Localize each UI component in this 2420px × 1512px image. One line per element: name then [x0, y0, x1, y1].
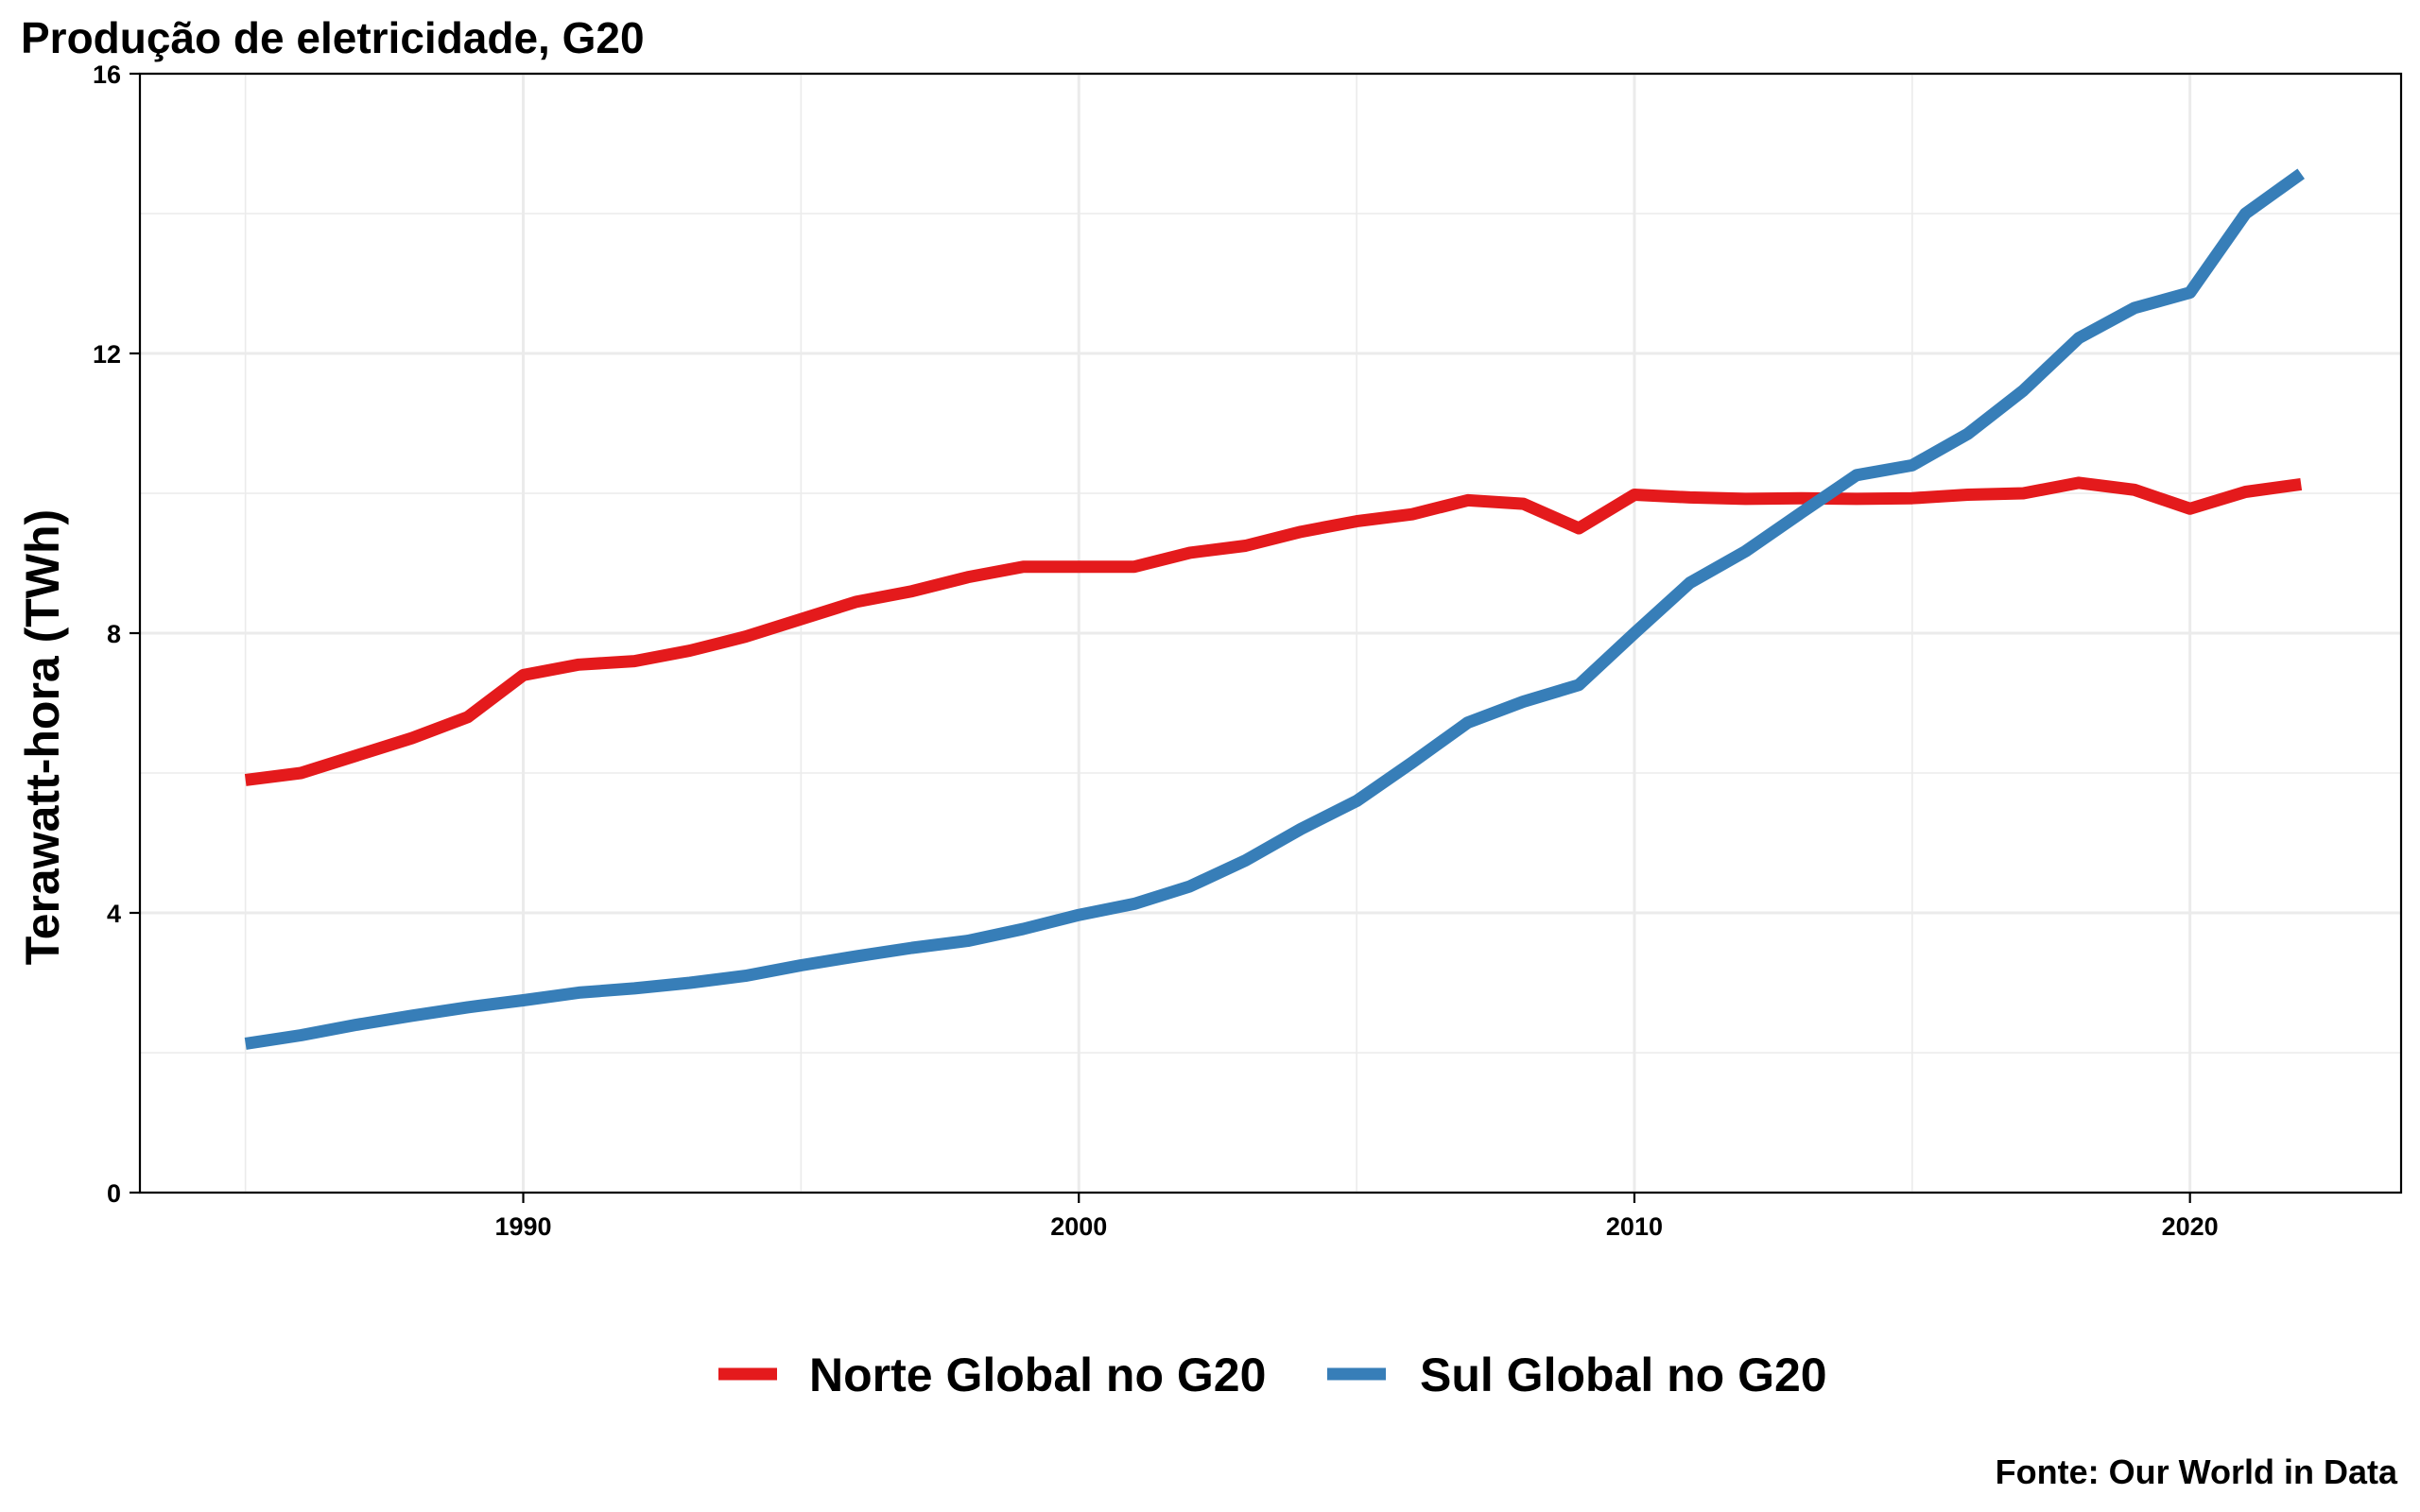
chart-title: Produção de eletricidade, G20: [21, 13, 645, 62]
legend-label-sul: Sul Global no G20: [1420, 1349, 1827, 1401]
x-tick-label: 2010: [1606, 1212, 1663, 1241]
axes: 1990 2000 2010 2020 0 4 8 12 16: [93, 60, 2219, 1241]
series-line-sul: [244, 168, 2305, 1050]
y-tick-label: 16: [93, 60, 121, 89]
y-tick-label: 4: [107, 900, 121, 928]
series-lines: [244, 168, 2305, 1050]
series-line-norte: [244, 476, 2303, 786]
legend: Norte Global no G20 Sul Global no G20: [718, 1349, 1827, 1401]
source-caption: Fonte: Our World in Data: [1996, 1452, 2398, 1491]
y-axis-label: Terawatt-hora (TWh): [16, 509, 69, 965]
x-tick-label: 2020: [2162, 1212, 2219, 1241]
y-tick-label: 8: [107, 620, 121, 648]
x-tick-label: 1990: [494, 1212, 551, 1241]
x-tick-label: 2000: [1050, 1212, 1107, 1241]
y-tick-label: 0: [107, 1179, 121, 1208]
y-tick-label: 12: [93, 340, 121, 369]
legend-label-norte: Norte Global no G20: [809, 1349, 1266, 1401]
